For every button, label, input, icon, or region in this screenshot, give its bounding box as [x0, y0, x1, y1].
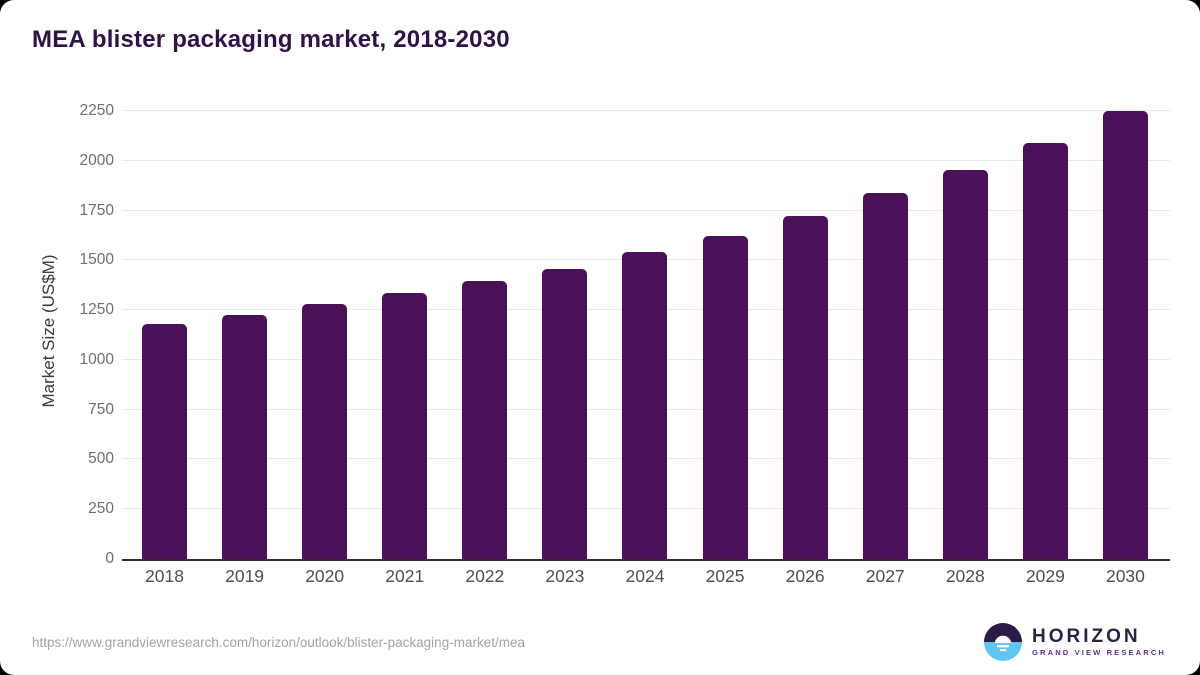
- y-tick-label-1250: 1250: [79, 301, 114, 319]
- bar-2020: [302, 304, 348, 559]
- brand-name: HORIZON: [1032, 626, 1141, 648]
- y-tick-label-2250: 2250: [79, 102, 114, 119]
- bar-2023: [542, 268, 588, 559]
- x-tick-label-2020: 2020: [305, 566, 345, 586]
- bar-2027: [862, 193, 908, 559]
- x-tick-label-2022: 2022: [465, 566, 505, 586]
- bar-2024: [622, 252, 668, 559]
- gridline-1750: [122, 209, 1170, 211]
- x-tick-label-2028: 2028: [945, 566, 985, 586]
- bar-2025: [702, 235, 748, 559]
- y-tick-label-2000: 2000: [79, 151, 114, 169]
- chart-title: MEA blister packaging market, 2018-2030: [32, 26, 510, 53]
- x-tick-label-2021: 2021: [385, 566, 425, 586]
- gridline-2250: [122, 110, 1170, 111]
- x-tick-label-2026: 2026: [785, 566, 825, 586]
- plot-area: [122, 101, 1170, 561]
- bar-2028: [942, 169, 988, 559]
- y-axis-ticks: 0 250 500 750 1000 1250 1500 1750 2000 2250: [66, 101, 122, 567]
- x-tick-label-2019: 2019: [225, 566, 265, 586]
- y-tick-label-0: 0: [105, 550, 114, 567]
- y-tick-label-250: 250: [88, 500, 114, 518]
- bar-2022: [462, 281, 508, 559]
- chart-area: Market Size (US$M) 0 250 500 750 1000 1250 150…: [32, 101, 1170, 567]
- bar-2029: [1022, 142, 1068, 559]
- y-axis-title-text: Market Size (US$M): [39, 254, 58, 408]
- y-tick-label-750: 750: [88, 400, 114, 418]
- gridline-2000: [122, 159, 1170, 161]
- bar-2018: [142, 324, 187, 559]
- y-tick-label-1000: 1000: [79, 350, 114, 368]
- y-axis-title: Market Size (US$M): [32, 101, 66, 561]
- y-tick-label-1500: 1500: [79, 251, 114, 269]
- horizon-logo-icon: [984, 623, 1023, 661]
- x-tick-label-2023: 2023: [545, 566, 585, 586]
- bar-2026: [782, 216, 828, 559]
- x-tick-label-2025: 2025: [705, 566, 745, 586]
- bars-container: [122, 101, 1170, 559]
- bar-2019: [222, 314, 268, 559]
- y-tick-label-500: 500: [88, 450, 114, 468]
- x-tick-label-2029: 2029: [1025, 566, 1065, 586]
- bar-2030: [1102, 111, 1148, 559]
- brand-text: HORIZON GRAND VIEW RESEARCH: [1032, 627, 1166, 657]
- bar-2021: [382, 293, 428, 559]
- x-axis-labels: 2018 2019 2020 2021 2022 2023 2024 2025 2026 2027…: [122, 566, 1170, 587]
- footer: https://www.grandviewresearch.com/horizo…: [32, 623, 1166, 661]
- x-tick-label-2027: 2027: [865, 566, 905, 586]
- source-url: https://www.grandviewresearch.com/horizo…: [32, 634, 525, 650]
- brand-lockup: HORIZON GRAND VIEW RESEARCH: [984, 623, 1166, 661]
- x-tick-label-2030: 2030: [1105, 566, 1145, 586]
- y-tick-label-1750: 1750: [79, 201, 114, 219]
- brand-subtitle: GRAND VIEW RESEARCH: [1032, 648, 1166, 658]
- x-tick-label-2024: 2024: [625, 566, 665, 586]
- x-tick-label-2018: 2018: [145, 566, 184, 586]
